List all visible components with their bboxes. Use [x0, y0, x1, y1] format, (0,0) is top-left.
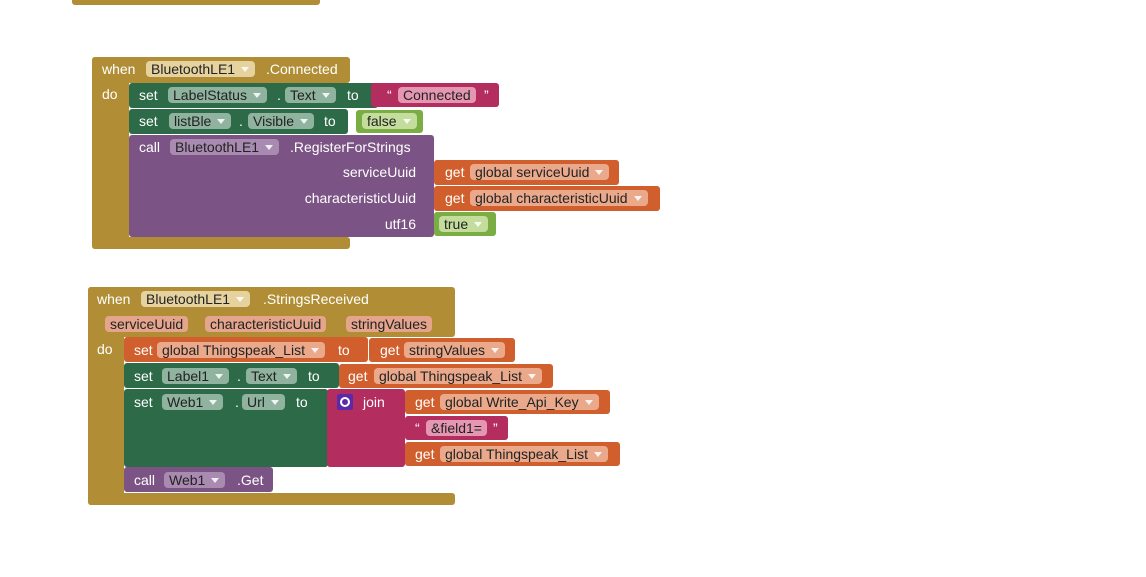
- block-label: serviceUuid: [342, 164, 416, 180]
- block-label: get: [445, 164, 465, 180]
- dropdown-field[interactable]: true: [439, 216, 489, 232]
- dropdown-field[interactable]: global Thingspeak_List: [374, 368, 542, 384]
- block-label: to: [347, 87, 359, 103]
- dropdown-field[interactable]: BluetoothLE1: [170, 139, 280, 155]
- block-label: do: [97, 341, 113, 357]
- dropdown-field[interactable]: Visible: [248, 113, 314, 129]
- partial-block: [72, 0, 320, 5]
- event-block-foot[interactable]: [88, 493, 455, 505]
- block-label: set: [134, 342, 153, 358]
- block-label: .Get: [237, 472, 264, 488]
- dropdown-field[interactable]: global Thingspeak_List: [440, 446, 608, 462]
- block-label: call: [134, 472, 156, 488]
- block-label: join: [363, 394, 385, 410]
- dropdown-field[interactable]: Label1: [162, 368, 230, 384]
- block-label: get: [380, 342, 400, 358]
- block-label: get: [348, 368, 368, 384]
- block-label: .RegisterForStrings: [290, 139, 411, 155]
- dropdown-field[interactable]: Text: [285, 87, 336, 103]
- block-label: .: [239, 113, 243, 129]
- dropdown-field[interactable]: Text: [246, 368, 297, 384]
- text-field: &field1=: [426, 420, 487, 436]
- block-label: get: [415, 394, 435, 410]
- mutator-icon[interactable]: [337, 394, 353, 410]
- block-label: get: [445, 190, 465, 206]
- dropdown-field[interactable]: Web1: [162, 394, 224, 410]
- block-label: .: [235, 394, 239, 410]
- block-label: characteristicUuid: [304, 190, 416, 206]
- block-label: utf16: [384, 216, 416, 232]
- dropdown-field[interactable]: global serviceUuid: [470, 164, 610, 180]
- block-label: to: [308, 368, 320, 384]
- dropdown-field[interactable]: stringValues: [404, 342, 506, 358]
- block-label: to: [296, 394, 308, 410]
- block-label: “: [415, 420, 420, 436]
- dropdown-field[interactable]: BluetoothLE1: [141, 291, 251, 307]
- event-block-stem[interactable]: [92, 57, 129, 249]
- dropdown-field[interactable]: global characteristicUuid: [470, 190, 648, 206]
- dropdown-field[interactable]: BluetoothLE1: [146, 61, 256, 77]
- block-label: .StringsReceived: [263, 291, 369, 307]
- block-label: get: [415, 446, 435, 462]
- block-label: .: [237, 368, 241, 384]
- block-label: when: [102, 61, 136, 77]
- setter-block[interactable]: [124, 389, 328, 467]
- block-label: to: [338, 342, 350, 358]
- dropdown-field[interactable]: false: [362, 113, 417, 129]
- event-block-foot[interactable]: [92, 237, 350, 249]
- text-field: serviceUuid: [105, 316, 189, 332]
- text-field: stringValues: [346, 316, 433, 332]
- text-field: Connected: [398, 87, 476, 103]
- block-label: “: [387, 87, 392, 103]
- block-label: .Connected: [266, 61, 338, 77]
- block-label: call: [139, 139, 161, 155]
- block-label: ”: [493, 420, 498, 436]
- block-label: set: [139, 113, 158, 129]
- block-label: set: [134, 394, 153, 410]
- block-label: set: [139, 87, 158, 103]
- block-label: to: [324, 113, 336, 129]
- block-label: set: [134, 368, 153, 384]
- block-label: do: [102, 86, 118, 102]
- dropdown-field[interactable]: listBle: [169, 113, 232, 129]
- dropdown-field[interactable]: global Write_Api_Key: [440, 394, 599, 410]
- dropdown-field[interactable]: global Thingspeak_List: [157, 342, 325, 358]
- text-field: characteristicUuid: [205, 316, 327, 332]
- dropdown-field[interactable]: LabelStatus: [168, 87, 267, 103]
- block-label: .: [277, 87, 281, 103]
- dropdown-field[interactable]: Web1: [164, 472, 226, 488]
- block-label: ”: [484, 87, 489, 103]
- setter-block[interactable]: [124, 363, 339, 388]
- block-label: when: [97, 291, 131, 307]
- dropdown-field[interactable]: Url: [242, 394, 285, 410]
